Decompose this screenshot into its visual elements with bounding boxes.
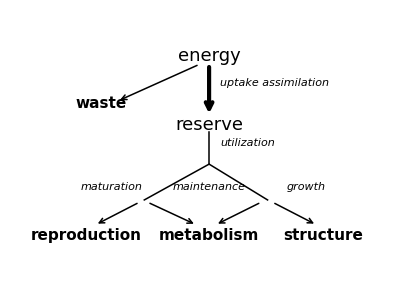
Text: growth: growth xyxy=(286,182,326,192)
Text: metabolism: metabolism xyxy=(159,228,259,243)
Text: maintenance: maintenance xyxy=(173,182,246,192)
Text: maturation: maturation xyxy=(81,182,143,192)
Text: structure: structure xyxy=(283,228,363,243)
Text: utilization: utilization xyxy=(220,138,275,149)
Text: reproduction: reproduction xyxy=(30,228,141,243)
Text: uptake assimilation: uptake assimilation xyxy=(220,78,329,88)
Text: waste: waste xyxy=(76,96,127,111)
Text: reserve: reserve xyxy=(175,116,243,134)
Text: energy: energy xyxy=(178,47,240,65)
